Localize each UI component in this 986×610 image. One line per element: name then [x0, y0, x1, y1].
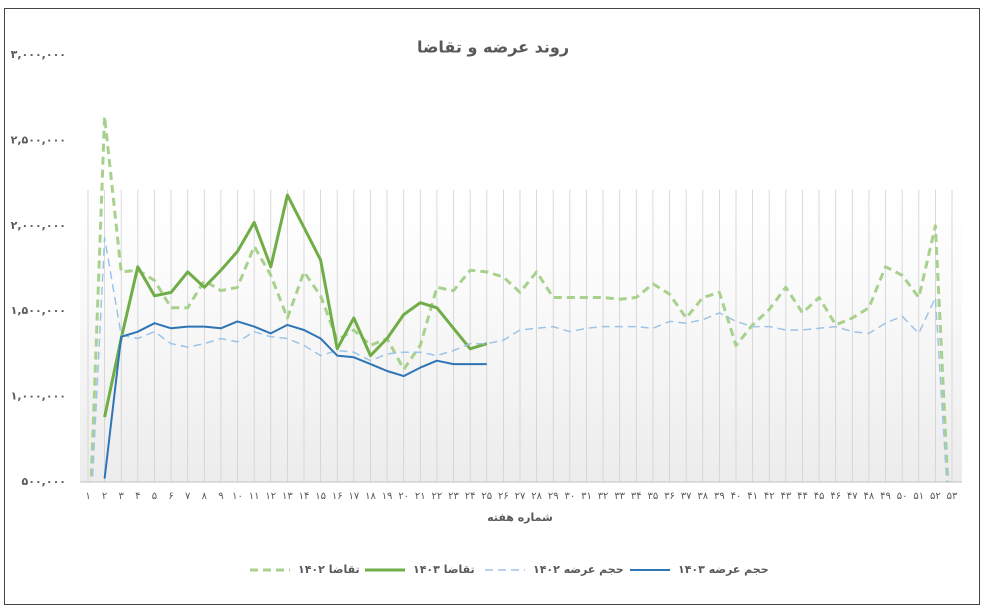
- x-tick-label: ۶: [168, 491, 173, 502]
- x-tick-label: ۲۸: [531, 491, 542, 502]
- x-tick-label: ۲۹: [548, 491, 559, 502]
- x-tick-label: ۴۹: [880, 491, 891, 502]
- x-tick-label: ۴۶: [830, 491, 841, 502]
- x-tick-label: ۳۲: [598, 491, 609, 502]
- x-tick-label: ۲۳: [448, 491, 459, 502]
- x-tick-label: ۴۵: [814, 491, 825, 502]
- plot-lines: [89, 115, 950, 482]
- y-tick-label: ۲,۵۰۰,۰۰۰: [11, 133, 66, 146]
- x-tick-label: ۲۵: [481, 491, 492, 502]
- legend-label: تقاضا ۱۴۰۲: [298, 563, 360, 576]
- x-tick-label: ۴۷: [847, 491, 858, 502]
- chart-title: روند عرضه و تقاضا: [417, 38, 569, 57]
- y-tick-label: ۲,۰۰۰,۰۰۰: [11, 219, 66, 232]
- x-tick-label: ۴۳: [780, 491, 791, 502]
- x-tick-label: ۲۶: [498, 491, 509, 502]
- x-tick-label: ۹: [218, 491, 223, 502]
- x-tick-label: ۳۳: [614, 491, 625, 502]
- x-tick-label: ۲: [102, 491, 107, 502]
- x-tick-label: ۱۲: [265, 491, 276, 502]
- x-tick-label: ۳۸: [697, 491, 708, 502]
- x-tick-label: ۱۶: [332, 491, 343, 502]
- x-tick-label: ۳۴: [631, 491, 642, 502]
- x-tick-label: ۱۰: [232, 491, 243, 502]
- legend-label: تقاضا ۱۴۰۳: [413, 563, 475, 576]
- x-tick-label: ۵۳: [947, 491, 958, 502]
- x-tick-label: ۲۴: [465, 491, 476, 502]
- x-tick-label: ۳۱: [581, 491, 592, 502]
- x-tick-label: ۴۰: [731, 491, 742, 502]
- x-tick-label: ۸: [202, 491, 208, 502]
- x-tick-label: ۲۱: [415, 491, 426, 502]
- legend-label: حجم عرضه ۱۴۰۲: [533, 563, 624, 576]
- x-axis-title: شماره هفته: [487, 511, 553, 524]
- x-tick-label: ۳۰: [564, 491, 575, 502]
- series-line: [89, 115, 950, 482]
- x-tick-label: ۳۵: [648, 491, 659, 502]
- series-line: [91, 237, 948, 482]
- y-tick-label: ۱,۵۰۰,۰۰۰: [11, 304, 66, 317]
- x-tick-label: ۳۷: [681, 491, 692, 502]
- x-tick-label: ۴۲: [764, 491, 775, 502]
- x-tick-label: ۲۷: [515, 491, 526, 502]
- plot-background: [80, 190, 962, 482]
- x-tick-label: ۳۶: [664, 491, 675, 502]
- y-tick-label: ۱,۰۰۰,۰۰۰: [11, 390, 66, 403]
- x-tick-label: ۳: [119, 491, 125, 502]
- y-tick-label: ۵۰۰,۰۰۰: [22, 475, 66, 488]
- x-tick-label: ۴: [135, 491, 140, 502]
- x-tick-label: ۱۷: [348, 491, 359, 502]
- x-tick-label: ۱۳: [282, 491, 293, 502]
- x-tick-label: ۴۸: [864, 491, 875, 502]
- legend-label: حجم عرضه ۱۴۰۳: [678, 563, 769, 576]
- x-tick-label: ۱۸: [365, 491, 376, 502]
- series-line: [103, 320, 487, 479]
- x-tick-label: ۵۰: [897, 491, 908, 502]
- x-tick-label: ۵۲: [930, 491, 941, 502]
- x-tick-label: ۳۹: [714, 491, 725, 502]
- x-tick-label: ۴۴: [797, 491, 808, 502]
- x-tick-label: ۲۰: [398, 491, 409, 502]
- y-tick-label: ۳,۰۰۰,۰۰۰: [11, 48, 66, 61]
- x-tick-label: ۱۹: [382, 491, 393, 502]
- x-tick-label: ۱۱: [249, 491, 260, 502]
- x-tick-label: ۷: [185, 491, 191, 502]
- x-tick-label: ۴۱: [747, 491, 758, 502]
- x-tick-label: ۲۲: [432, 491, 443, 502]
- x-tick-label: ۱۴: [299, 491, 310, 502]
- x-tick-label: ۵: [152, 491, 157, 502]
- x-tick-label: ۵۱: [913, 491, 924, 502]
- x-tick-label: ۱: [85, 491, 90, 502]
- series-line: [103, 193, 488, 418]
- x-tick-label: ۱۵: [315, 491, 326, 502]
